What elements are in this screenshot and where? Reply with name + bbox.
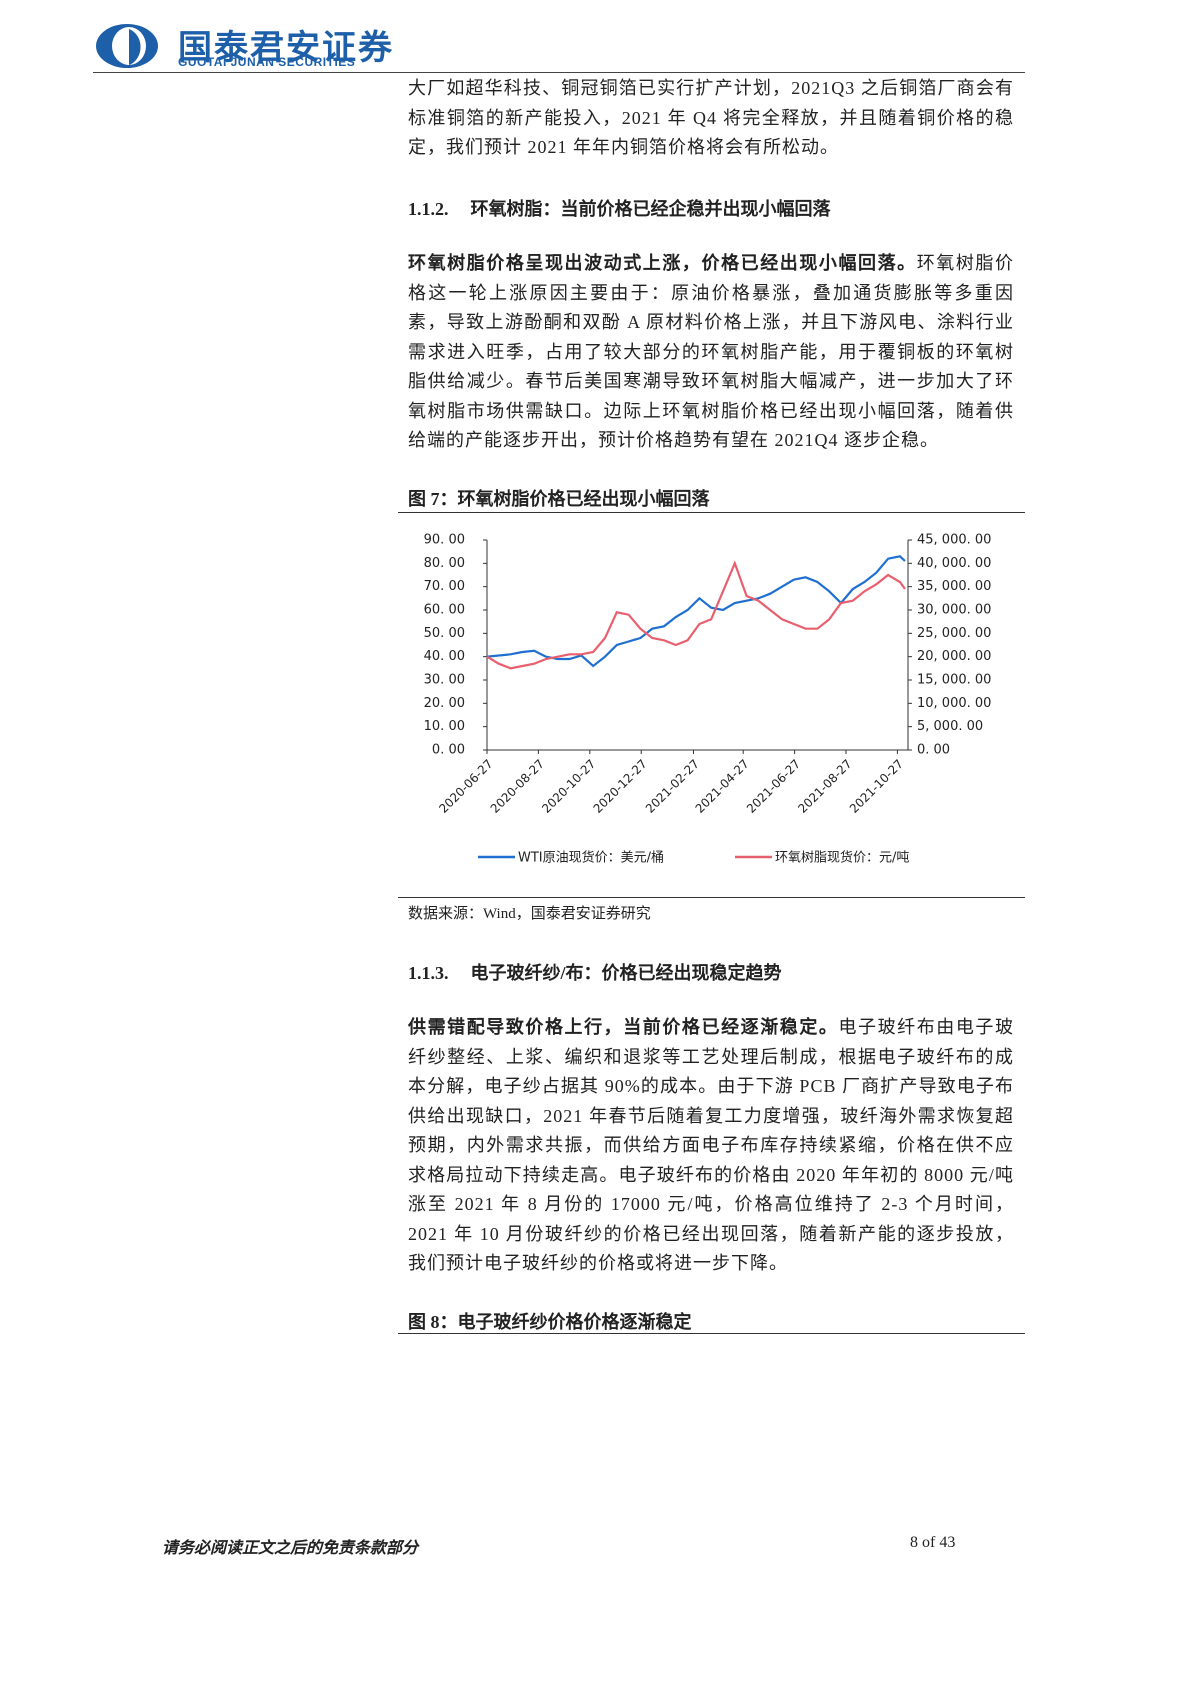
y-tick-label: 30. 00: [424, 673, 465, 688]
y2-tick-label: 25, 000. 00: [917, 626, 991, 641]
y2-tick-label: 15, 000. 00: [917, 673, 991, 688]
x-tick-label: 2021-08-27: [795, 757, 854, 816]
x-tick-label: 2020-10-27: [539, 757, 598, 816]
x-tick-label: 2021-10-27: [847, 757, 906, 816]
paragraph: 环氧树脂价格呈现出波动式上涨，价格已经出现小幅回落。环氧树脂价格这一轮上涨原因主…: [408, 249, 1014, 456]
paragraph-text: 电子玻纤布由电子玻纤纱整经、上浆、编织和退浆等工艺处理后制成，根据电子玻纤布的成…: [408, 1017, 1015, 1273]
y-tick-label: 10. 00: [424, 719, 465, 734]
legend-label: WTI原油现货价：美元/桶: [518, 850, 664, 866]
brand: 国泰君安证券: [178, 28, 394, 68]
figure-title: 图 8：电子玻纤纱价格价格逐渐稳定: [408, 1312, 692, 1332]
x-tick-label: 2021-04-27: [693, 757, 752, 816]
y2-tick-label: 30, 000. 00: [917, 603, 991, 618]
y-tick-label: 80. 00: [424, 556, 465, 571]
y2-tick-label: 5, 000. 00: [917, 719, 983, 734]
y2-tick-label: 0. 00: [917, 743, 950, 758]
section-heading: 1.1.2. 环氧树脂：当前价格已经企稳并出现小幅回落: [408, 195, 853, 221]
header-rule: [93, 72, 1025, 73]
paragraph-lead: 环氧树脂价格呈现出波动式上涨，价格已经出现小幅回落。: [408, 253, 917, 273]
y-tick-label: 90. 00: [424, 533, 465, 548]
y2-tick-label: 40, 000. 00: [917, 556, 991, 571]
y2-tick-label: 20, 000. 00: [917, 649, 991, 664]
section-title: 环氧树脂：当前价格已经企稳并出现小幅回落: [470, 199, 831, 219]
figure-source: 数据来源：Wind，国泰君安证券研究: [408, 906, 651, 922]
y-tick-label: 40. 00: [424, 649, 465, 664]
brand-en: GUOTAI JUNAN SECURITIES: [178, 55, 356, 69]
page-number: 8 of 43: [910, 1534, 956, 1551]
footer-disclaimer: 请务必阅读正文之后的免责条款部分: [162, 1540, 419, 1557]
figure-rule: [398, 512, 1025, 513]
section-number: 1.1.2.: [408, 199, 449, 219]
paragraph: 大厂如超华科技、铜冠铜箔已实行扩产计划，2021Q3 之后铜箔厂商会有标准铜箔的…: [408, 78, 1014, 157]
y-tick-label: 70. 00: [424, 579, 465, 594]
x-tick-label: 2020-08-27: [488, 757, 547, 816]
x-tick-label: 2021-06-27: [744, 757, 803, 816]
y-tick-label: 60. 00: [424, 603, 465, 618]
y-tick-label: 50. 00: [424, 626, 465, 641]
y-tick-label: 0. 00: [432, 743, 465, 758]
x-tick-label: 2020-12-27: [591, 757, 650, 816]
figure-rule: [398, 1333, 1025, 1334]
series-line: [486, 560, 906, 670]
legend-label: 环氧树脂现货价：元/吨: [775, 850, 909, 866]
section-heading: 1.1.3. 电子玻纤纱/布：价格已经出现稳定趋势: [408, 959, 804, 985]
logo: [96, 24, 158, 68]
x-tick-label: 2020-06-27: [436, 757, 495, 816]
figure-rule: [398, 897, 1025, 898]
paragraph: 供需错配导致价格上行，当前价格已经逐渐稳定。电子玻纤布由电子玻纤纱整经、上浆、编…: [408, 1013, 1014, 1279]
y-tick-label: 20. 00: [424, 696, 465, 711]
y2-tick-label: 45, 000. 00: [917, 533, 991, 548]
figure-title: 图 7：环氧树脂价格已经出现小幅回落: [408, 489, 710, 509]
section-title: 电子玻纤纱/布：价格已经出现稳定趋势: [470, 963, 782, 983]
chart: 0. 00 10. 00 20. 00 30. 00 40. 00 50. 00 60. 0…: [424, 533, 992, 866]
series-line: [486, 555, 906, 668]
y2-tick-label: 35, 000. 00: [917, 579, 991, 594]
section-number: 1.1.3.: [408, 963, 449, 983]
y2-tick-label: 10, 000. 00: [917, 696, 991, 711]
paragraph-lead: 供需错配导致价格上行，当前价格已经逐渐稳定。: [408, 1017, 839, 1037]
paragraph-text: 环氧树脂价格这一轮上涨原因主要由于：原油价格暴涨，叠加通货膨胀等多重因素，导致上…: [408, 253, 1015, 450]
